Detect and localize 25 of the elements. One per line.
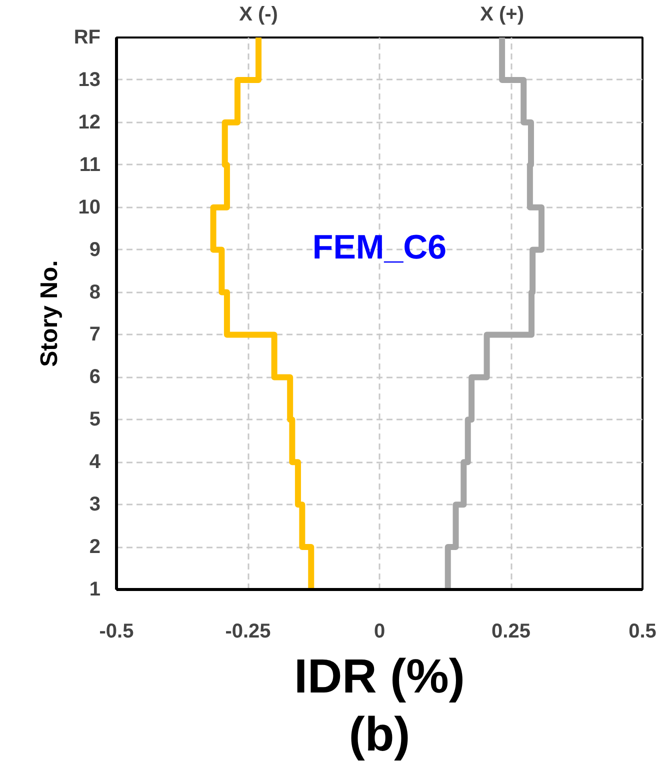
y-tick-label: 1: [89, 578, 100, 600]
y-tick-label: 12: [78, 111, 101, 134]
text: (b): [348, 708, 410, 761]
y-tick-label: 10: [78, 196, 101, 218]
y-tick-label: 5: [89, 408, 100, 431]
y-tick-label: 3: [89, 494, 100, 516]
x-tick-label: 0.5: [628, 620, 656, 642]
y-tick-label: 8: [89, 281, 100, 304]
x-tick-label: -0.25: [225, 620, 271, 642]
y-tick-label: 4: [89, 451, 102, 474]
y-tick-label: 2: [89, 536, 100, 558]
annotation: FEM_C6: [312, 228, 447, 266]
y-tick-label: 11: [79, 154, 101, 176]
x-tick-label: 0.25: [492, 620, 530, 642]
series-label: X (-): [239, 4, 278, 26]
y-tick-label: 13: [78, 68, 101, 91]
y-tick-label: 9: [89, 238, 100, 261]
y-tick-label: 6: [89, 366, 100, 388]
x-axis-title: IDR (%): [294, 650, 465, 704]
x-tick-label: -0.5: [99, 620, 134, 642]
y-axis-title: Story No.: [36, 260, 63, 367]
y-tick-label: RF: [74, 26, 101, 48]
y-tick-label: 7: [89, 324, 100, 346]
series-label: X (+): [480, 4, 524, 26]
x-tick-label: 0: [374, 620, 386, 642]
